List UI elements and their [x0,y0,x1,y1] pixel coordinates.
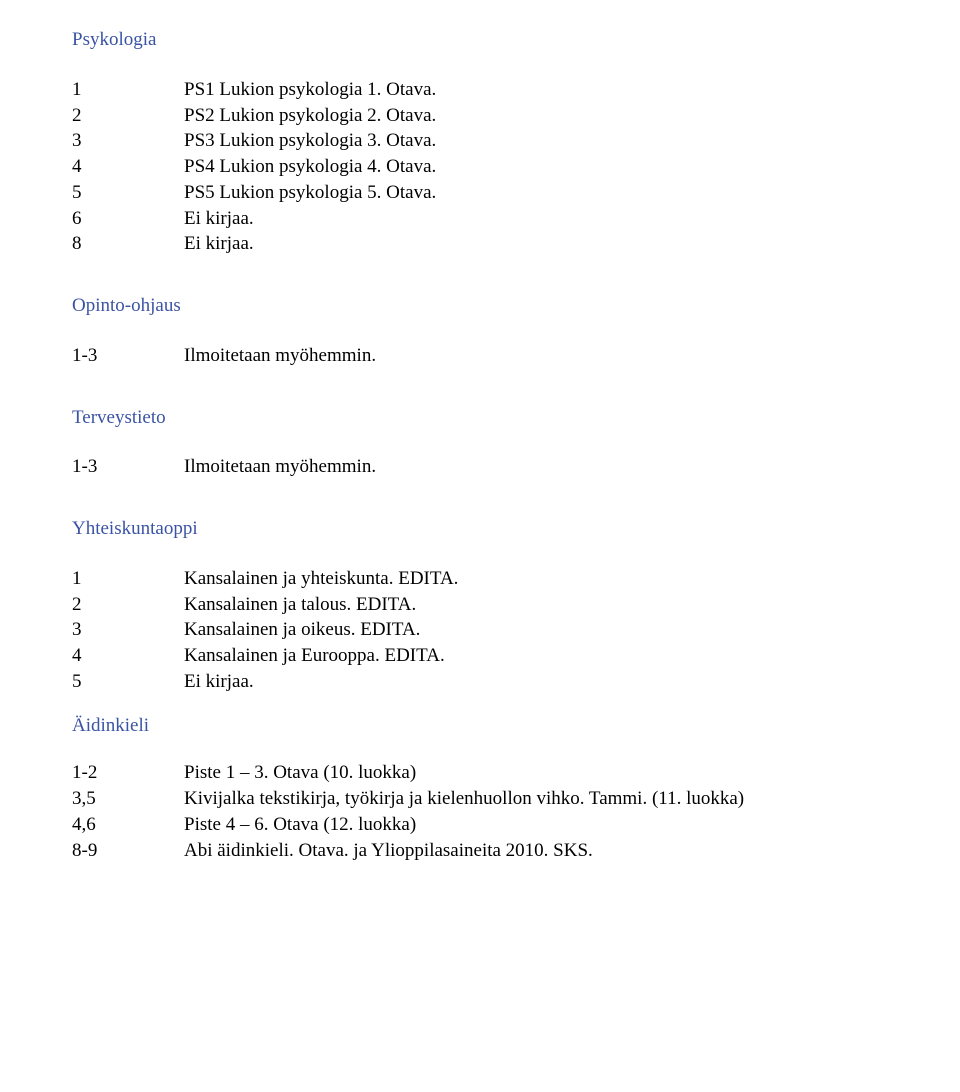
row-value: Ei kirjaa. [184,207,888,231]
row-value: Kivijalka tekstikirja, työkirja ja kiele… [184,787,888,811]
row-key: 4 [72,644,184,668]
list-row: 4,6 Piste 4 – 6. Otava (12. luokka) [72,813,888,837]
heading-aidinkieli: Äidinkieli [72,714,888,738]
list-row: 3 PS3 Lukion psykologia 3. Otava. [72,129,888,153]
row-key: 4 [72,155,184,179]
row-value: PS1 Lukion psykologia 1. Otava. [184,78,888,102]
list-row: 8-9 Abi äidinkieli. Otava. ja Ylioppilas… [72,839,888,863]
list-row: 1-3 Ilmoitetaan myöhemmin. [72,455,888,479]
row-value: Ei kirjaa. [184,232,888,256]
list-row: 8 Ei kirjaa. [72,232,888,256]
row-key: 1-3 [72,455,184,479]
row-value: Ilmoitetaan myöhemmin. [184,455,888,479]
heading-yhteiskuntaoppi: Yhteiskuntaoppi [72,517,888,541]
row-value: Piste 4 – 6. Otava (12. luokka) [184,813,888,837]
row-key: 3 [72,129,184,153]
row-value: PS2 Lukion psykologia 2. Otava. [184,104,888,128]
row-key: 4,6 [72,813,184,837]
row-key: 1 [72,78,184,102]
row-key: 2 [72,593,184,617]
row-key: 5 [72,181,184,205]
row-key: 6 [72,207,184,231]
heading-psykologia: Psykologia [72,28,888,52]
list-row: 5 PS5 Lukion psykologia 5. Otava. [72,181,888,205]
row-value: Kansalainen ja talous. EDITA. [184,593,888,617]
list-row: 1 PS1 Lukion psykologia 1. Otava. [72,78,888,102]
row-key: 3 [72,618,184,642]
list-row: 1-2 Piste 1 – 3. Otava (10. luokka) [72,761,888,785]
page: Psykologia 1 PS1 Lukion psykologia 1. Ot… [0,0,960,862]
heading-terveystieto: Terveystieto [72,406,888,430]
row-value: Kansalainen ja Eurooppa. EDITA. [184,644,888,668]
heading-opinto-ohjaus: Opinto-ohjaus [72,294,888,318]
list-row: 2 Kansalainen ja talous. EDITA. [72,593,888,617]
list-row: 2 PS2 Lukion psykologia 2. Otava. [72,104,888,128]
row-key: 8-9 [72,839,184,863]
list-row: 5 Ei kirjaa. [72,670,888,694]
row-key: 5 [72,670,184,694]
row-value: PS3 Lukion psykologia 3. Otava. [184,129,888,153]
list-row: 1 Kansalainen ja yhteiskunta. EDITA. [72,567,888,591]
row-key: 2 [72,104,184,128]
row-key: 1 [72,567,184,591]
list-row: 3 Kansalainen ja oikeus. EDITA. [72,618,888,642]
row-key: 8 [72,232,184,256]
list-row: 4 PS4 Lukion psykologia 4. Otava. [72,155,888,179]
row-value: PS4 Lukion psykologia 4. Otava. [184,155,888,179]
row-value: Ei kirjaa. [184,670,888,694]
row-value: Ilmoitetaan myöhemmin. [184,344,888,368]
row-key: 1-3 [72,344,184,368]
list-row: 3,5 Kivijalka tekstikirja, työkirja ja k… [72,787,888,811]
row-key: 1-2 [72,761,184,785]
list-row: 4 Kansalainen ja Eurooppa. EDITA. [72,644,888,668]
row-value: PS5 Lukion psykologia 5. Otava. [184,181,888,205]
list-row: 1-3 Ilmoitetaan myöhemmin. [72,344,888,368]
row-value: Piste 1 – 3. Otava (10. luokka) [184,761,888,785]
list-row: 6 Ei kirjaa. [72,207,888,231]
row-value: Kansalainen ja oikeus. EDITA. [184,618,888,642]
row-value: Abi äidinkieli. Otava. ja Ylioppilasaine… [184,839,888,863]
row-key: 3,5 [72,787,184,811]
row-value: Kansalainen ja yhteiskunta. EDITA. [184,567,888,591]
